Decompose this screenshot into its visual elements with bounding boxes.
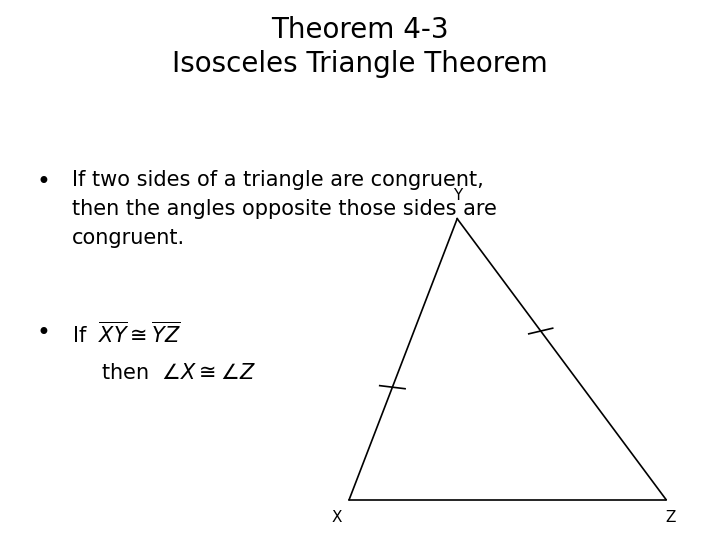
Text: Y: Y <box>453 187 462 202</box>
Text: Theorem 4-3
Isosceles Triangle Theorem: Theorem 4-3 Isosceles Triangle Theorem <box>172 16 548 78</box>
Text: •: • <box>36 170 50 194</box>
Text: •: • <box>36 321 50 345</box>
Text: If  $\overline{XY} \cong \overline{YZ}$: If $\overline{XY} \cong \overline{YZ}$ <box>72 321 181 347</box>
Text: then  $\angle X \cong \angle Z$: then $\angle X \cong \angle Z$ <box>101 363 256 383</box>
Text: If two sides of a triangle are congruent,
then the angles opposite those sides a: If two sides of a triangle are congruent… <box>72 170 497 248</box>
Text: Z: Z <box>666 510 676 525</box>
Text: X: X <box>332 510 342 525</box>
